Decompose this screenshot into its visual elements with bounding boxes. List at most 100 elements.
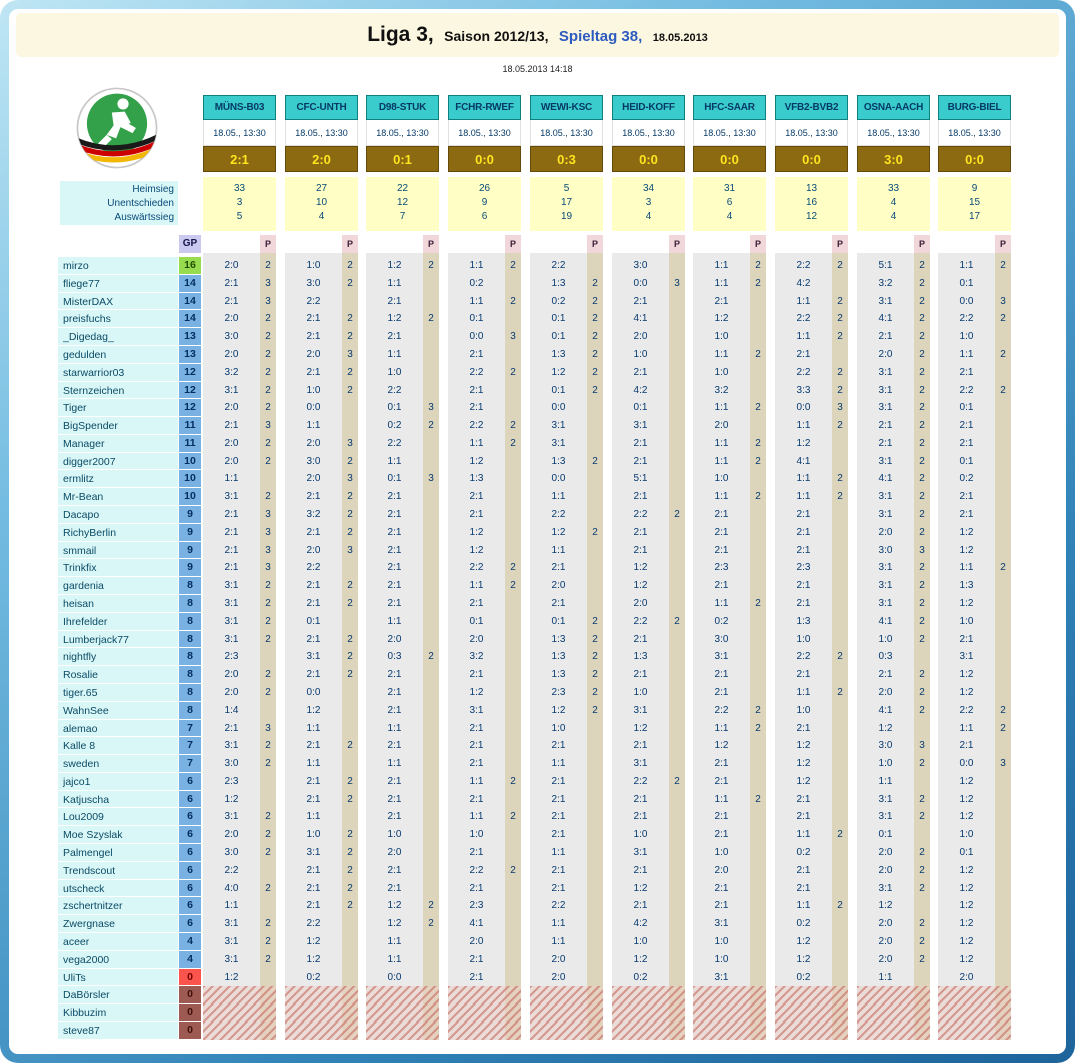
prediction-cell: 2:1 <box>551 811 566 822</box>
tip-count: 9 <box>971 183 978 194</box>
points-cell: 2 <box>347 776 353 787</box>
no-tips-hatch <box>366 986 439 1004</box>
prediction-cell: 2:1 <box>796 669 811 680</box>
prediction-cell: 3:2 <box>469 651 484 662</box>
prediction-cell: 2:0 <box>224 260 239 271</box>
prediction-cell: 2:1 <box>551 865 566 876</box>
points-cell: 3 <box>265 509 271 520</box>
prediction-cell: 2:1 <box>224 509 239 520</box>
prediction-cell: 2:1 <box>469 758 484 769</box>
player-total-points: 11 <box>179 435 201 452</box>
prediction-cell: 2:2 <box>469 420 484 431</box>
prediction-cell: 1:2 <box>959 687 974 698</box>
prediction-cell: 1:0 <box>387 829 402 840</box>
prediction-cell: 1:1 <box>714 491 729 502</box>
prediction-cell: 3:1 <box>878 794 893 805</box>
prediction-cell: 2:0 <box>306 473 321 484</box>
prediction-cell: 3:1 <box>878 811 893 822</box>
prediction-cell: 2:1 <box>959 634 974 645</box>
prediction-cell: 2:2 <box>306 562 321 573</box>
no-tips-hatch <box>775 986 848 1004</box>
prediction-cell: 0:1 <box>551 616 566 627</box>
prediction-cell: 0:2 <box>387 420 402 431</box>
player-total-points: 12 <box>179 364 201 381</box>
no-tips-hatch <box>366 1004 439 1022</box>
prediction-cell: 2:1 <box>714 296 729 307</box>
prediction-cell: 2:1 <box>306 491 321 502</box>
points-cell: 2 <box>510 420 516 431</box>
points-cell: 2 <box>347 509 353 520</box>
prediction-cell: 2:2 <box>633 776 648 787</box>
points-cell: 2 <box>592 705 598 716</box>
prediction-cell: 1:2 <box>796 776 811 787</box>
prediction-cell: 0:3 <box>387 651 402 662</box>
match-result: 0:0 <box>938 146 1011 172</box>
points-cell: 2 <box>510 562 516 573</box>
prediction-cell: 1:3 <box>551 349 566 360</box>
prediction-cell: 0:0 <box>796 402 811 413</box>
player-name: Lou2009 <box>58 808 178 825</box>
match-kickoff: 18.05., 13:30 <box>530 120 603 146</box>
prediction-cell: 4:2 <box>796 278 811 289</box>
prediction-cell: 0:2 <box>551 296 566 307</box>
prediction-cell: 1:1 <box>796 420 811 431</box>
player-name: heisan <box>58 595 178 612</box>
prediction-cell: 2:1 <box>387 509 402 520</box>
prediction-cell: 3:0 <box>224 331 239 342</box>
prediction-cell: 2:2 <box>714 705 729 716</box>
prediction-cell: 1:0 <box>633 687 648 698</box>
player-name: utscheck <box>58 880 178 896</box>
points-cell: 2 <box>919 794 925 805</box>
prediction-cell: 3:1 <box>878 491 893 502</box>
points-cell: 2 <box>592 331 598 342</box>
points-cell: 2 <box>837 651 843 662</box>
player-name: preisfuchs <box>58 310 178 327</box>
match-result: 0:0 <box>612 146 685 172</box>
prediction-cell: 3:1 <box>306 651 321 662</box>
points-cell: 2 <box>919 616 925 627</box>
points-cell: 2 <box>919 260 925 271</box>
match-tip-stats: 5 17 19 <box>530 177 603 231</box>
prediction-column <box>448 253 505 1040</box>
prediction-cell: 2:2 <box>224 865 239 876</box>
prediction-cell: 4:2 <box>633 918 648 929</box>
points-cell: 2 <box>265 438 271 449</box>
tip-count: 34 <box>642 183 655 194</box>
points-cell: 2 <box>919 509 925 520</box>
league-logo <box>74 85 160 171</box>
no-tips-hatch <box>693 1004 766 1022</box>
prediction-cell: 1:0 <box>306 385 321 396</box>
prediction-cell: 2:1 <box>387 598 402 609</box>
points-cell: 2 <box>837 260 843 271</box>
prediction-cell: 2:0 <box>469 936 484 947</box>
generated-timestamp: 18.05.2013 14:18 <box>502 64 573 74</box>
prediction-cell: 2:0 <box>878 687 893 698</box>
prediction-cell: 0:0 <box>959 758 974 769</box>
player-total-points: 4 <box>179 951 201 968</box>
prediction-cell: 1:1 <box>714 438 729 449</box>
match-tip-stats: 9 15 17 <box>938 177 1011 231</box>
player-total-points: 7 <box>179 720 201 736</box>
points-cell: 2 <box>919 296 925 307</box>
prediction-cell: 3:1 <box>959 651 974 662</box>
prediction-cell: 2:1 <box>387 545 402 556</box>
prediction-cell: 1:2 <box>959 669 974 680</box>
player-name: UliTs <box>58 969 178 985</box>
player-name: sweden <box>58 755 178 772</box>
prediction-cell: 3:1 <box>551 438 566 449</box>
prediction-cell: 1:2 <box>469 456 484 467</box>
prediction-cell: 0:0 <box>306 687 321 698</box>
prediction-cell: 1:2 <box>959 954 974 965</box>
prediction-cell: 1:0 <box>633 829 648 840</box>
player-name: BigSpender <box>58 417 178 434</box>
prediction-column <box>938 253 995 1040</box>
points-cell: 2 <box>592 616 598 627</box>
match-tip-stats: 34 3 4 <box>612 177 685 231</box>
points-cell: 2 <box>510 367 516 378</box>
player-total-points: 10 <box>179 453 201 469</box>
player-total-points: 4 <box>179 933 201 950</box>
prediction-cell: 1:3 <box>796 616 811 627</box>
points-cell: 2 <box>510 865 516 876</box>
match-result: 0:3 <box>530 146 603 172</box>
player-total-points: 12 <box>179 382 201 398</box>
